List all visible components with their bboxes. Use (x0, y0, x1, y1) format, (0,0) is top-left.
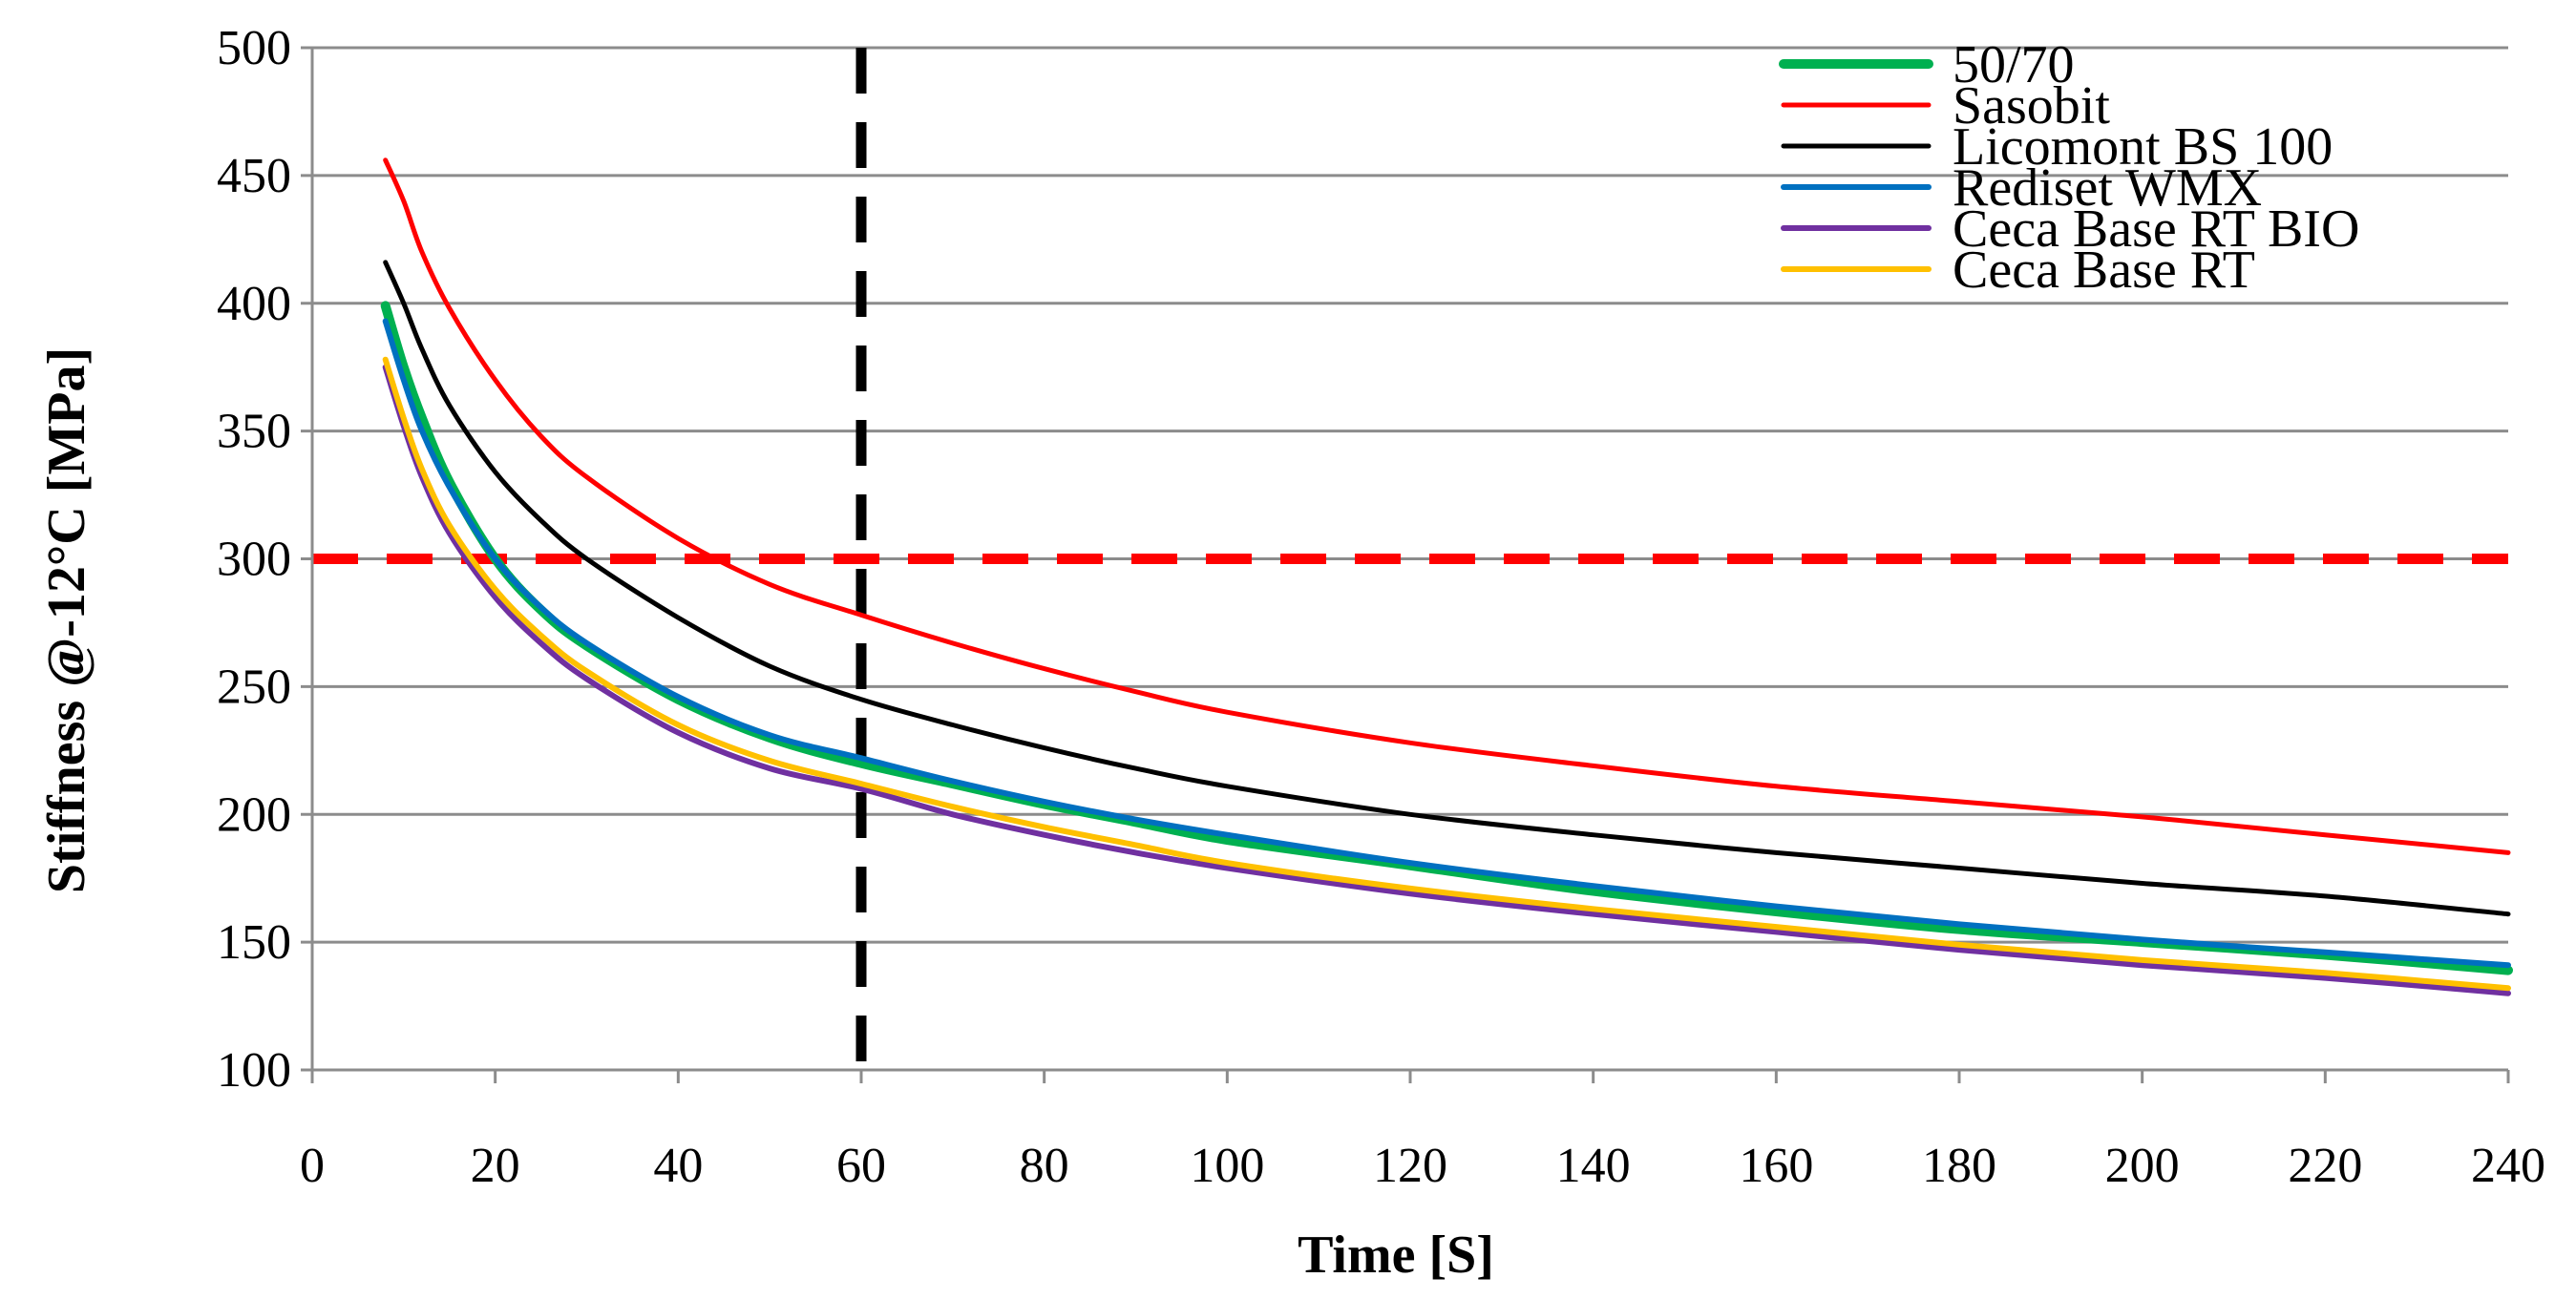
y-tick-label-450: 450 (217, 149, 291, 203)
x-tick-label-200: 200 (2105, 1139, 2180, 1193)
series-line-ceca-base-rt (382, 356, 2511, 992)
x-tick-label-80: 80 (1020, 1139, 1069, 1193)
y-tick-label-300: 300 (217, 533, 291, 587)
x-tick-label-40: 40 (653, 1139, 703, 1193)
x-tick-label-220: 220 (2288, 1139, 2362, 1193)
x-tick-label-100: 100 (1190, 1139, 1264, 1193)
x-tick-label-60: 60 (836, 1139, 886, 1193)
x-axis-title: Time [S] (1298, 1226, 1494, 1285)
y-tick-label-400: 400 (217, 277, 291, 331)
y-tick-labels: 100 150 200 250 300 350 400 450 500 (217, 21, 291, 1098)
x-tick-label-160: 160 (1739, 1139, 1813, 1193)
x-tick-label-0: 0 (300, 1139, 325, 1193)
legend-label-sasobit: Sasobit (1953, 76, 2110, 136)
legend-label-ceca-base-rt: Ceca Base RT (1953, 241, 2255, 300)
gridlines (312, 46, 2508, 1072)
y-tick-label-150: 150 (217, 915, 291, 970)
x-tick-label-180: 180 (1922, 1139, 1996, 1193)
reference-lines (312, 48, 2508, 1070)
y-tick-label-250: 250 (217, 660, 291, 714)
series-line-ceca-base-rt-bio (382, 364, 2511, 996)
x-tick-labels: 0 20 40 60 80 100 120 140 160 180 200 220 240 (300, 1139, 2545, 1193)
y-tick-label-100: 100 (217, 1043, 291, 1098)
x-tick-label-120: 120 (1373, 1139, 1447, 1193)
x-tick-label-20: 20 (471, 1139, 520, 1193)
series-line-sasobit (383, 157, 2511, 855)
legend-label-rediset-wmx: Rediset WMX (1953, 158, 2262, 218)
axes (301, 46, 2510, 1083)
y-tick-label-200: 200 (217, 787, 291, 842)
series-line-rediset-wmx (382, 318, 2511, 969)
legend-label-ceca-base-rt-bio: Ceca Base RT BIO (1953, 199, 2359, 259)
legend-label-licomont-bs-100: Licomont BS 100 (1953, 117, 2333, 177)
legend-label-50-70: 50/70 (1953, 35, 2075, 94)
y-axis-title: Stiffness @-12°C [MPa] (37, 347, 96, 893)
data-series (380, 157, 2513, 996)
series-line-licomont-bs-100 (383, 260, 2511, 917)
y-tick-label-350: 350 (217, 405, 291, 459)
x-tick-label-140: 140 (1556, 1139, 1631, 1193)
x-tick-label-240: 240 (2471, 1139, 2545, 1193)
y-tick-label-500: 500 (217, 21, 291, 75)
